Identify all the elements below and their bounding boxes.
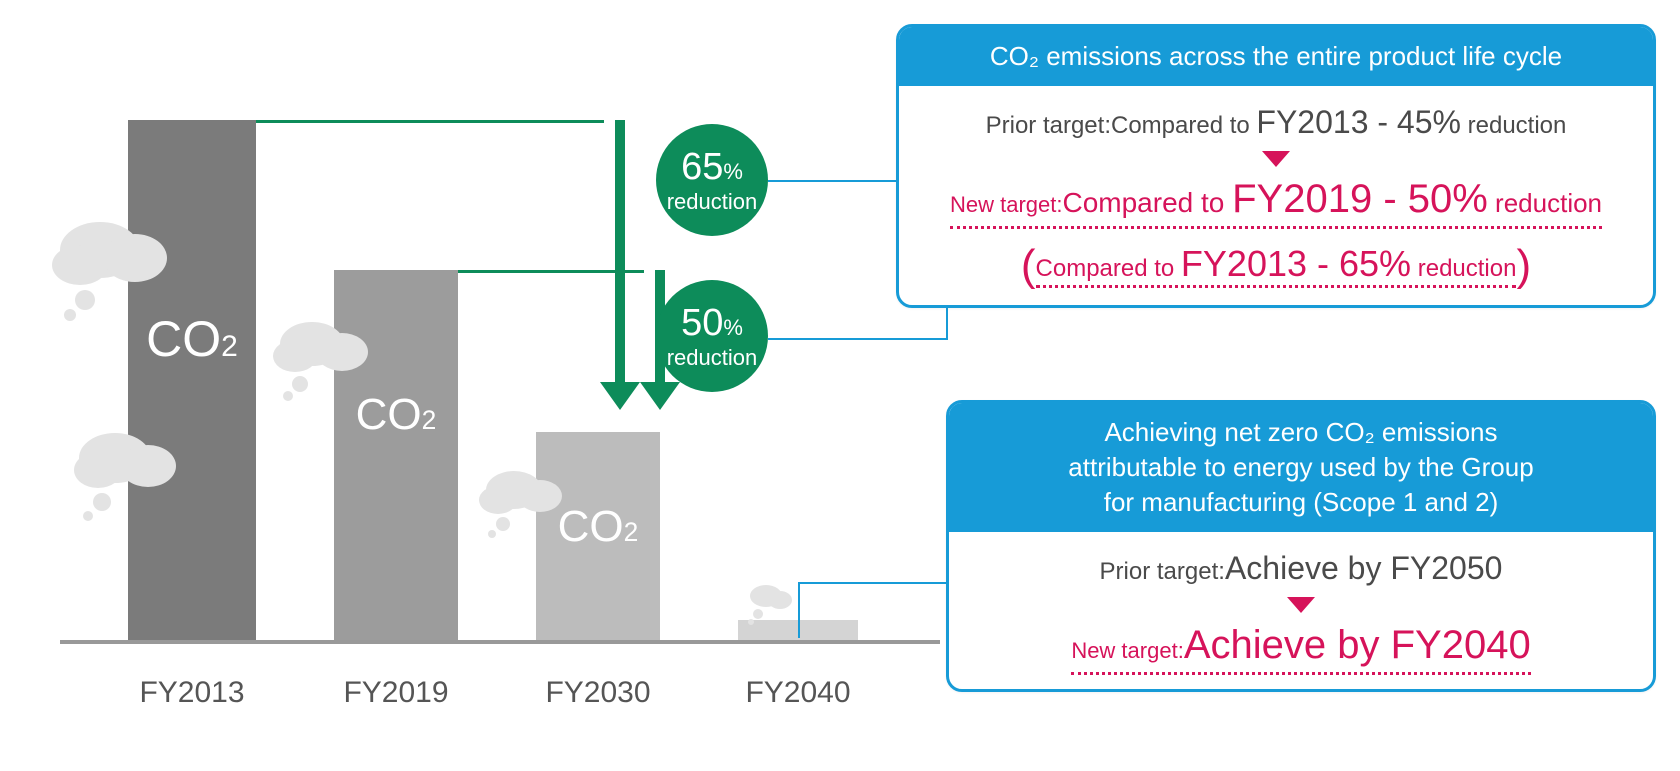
reduction-arrow-65 — [600, 120, 640, 410]
connector-line — [768, 180, 898, 182]
bar-fy2013: CO2 FY2013 — [128, 120, 256, 640]
new-target-line: New target:Achieve by FY2040 — [1071, 623, 1530, 675]
net-zero-card: Achieving net zero CO₂ emissions attribu… — [946, 400, 1656, 692]
text: Compared to — [1036, 255, 1181, 282]
prior-target-value: FY2013 - 45% — [1256, 104, 1461, 140]
cloud-icon — [260, 310, 390, 410]
badge-word: reduction — [667, 189, 758, 215]
co2-sub: 2 — [221, 330, 238, 363]
badge-word: reduction — [667, 345, 758, 371]
paren: ( — [1021, 241, 1036, 290]
comparison-value: FY2013 - 65% — [1181, 243, 1411, 284]
arrow-top-bar — [256, 120, 604, 123]
header-line: attributable to energy used by the Group — [1068, 452, 1533, 482]
paren: ) — [1516, 241, 1531, 290]
text: Prior target:Compared to — [986, 112, 1257, 139]
cloud-icon — [60, 420, 200, 530]
new-target-value: FY2019 - 50% — [1232, 177, 1488, 221]
card-header: Achieving net zero CO₂ emissions attribu… — [949, 403, 1653, 532]
text: New target: — [950, 192, 1063, 217]
arrow-head-icon — [640, 382, 680, 410]
bar-label: FY2040 — [738, 676, 858, 710]
triangle-down-icon — [1287, 597, 1315, 613]
prior-target-value: Achieve by FY2050 — [1225, 550, 1503, 586]
cloud-icon — [468, 460, 578, 550]
cloud-icon — [738, 580, 798, 630]
text: reduction — [1461, 112, 1566, 139]
reduction-badge-65: 65% reduction — [656, 124, 768, 236]
arrow-head-icon — [600, 382, 640, 410]
header-line: Achieving net zero CO₂ emissions — [1104, 417, 1497, 447]
new-target-value: Achieve by FY2040 — [1184, 623, 1531, 667]
new-target-line: New target:Compared to FY2019 - 50% redu… — [950, 177, 1602, 229]
card-body: Prior target:Achieve by FY2050 New targe… — [949, 532, 1653, 689]
arrow-shaft — [615, 120, 625, 382]
cloud-icon — [40, 210, 190, 330]
lifecycle-emissions-card: CO₂ emissions across the entire product … — [896, 24, 1656, 308]
card-body: Prior target:Compared to FY2013 - 45% re… — [899, 86, 1653, 305]
prior-target-line: Prior target:Compared to FY2013 - 45% re… — [921, 104, 1631, 141]
badge-number: 50 — [681, 302, 723, 345]
triangle-down-icon — [1262, 151, 1290, 167]
text: reduction — [1488, 188, 1602, 218]
co2-sub: 2 — [422, 405, 437, 435]
badge-pct-sign: % — [723, 159, 743, 185]
x-axis — [60, 640, 940, 644]
emissions-bar-chart: CO2 FY2013 CO2 FY2019 CO2 FY2030 FY2040 — [70, 120, 940, 640]
text: reduction — [1411, 255, 1516, 282]
header-line: for manufacturing (Scope 1 and 2) — [1104, 487, 1499, 517]
card-header: CO₂ emissions across the entire product … — [899, 27, 1653, 86]
text: New target: — [1071, 638, 1184, 663]
connector-line — [798, 582, 800, 638]
connector-line — [768, 338, 948, 340]
badge-pct-sign: % — [723, 315, 743, 341]
co2-sub: 2 — [624, 517, 639, 547]
bar-label: FY2019 — [334, 676, 458, 710]
reduction-badge-50: 50% reduction — [656, 280, 768, 392]
comparison-line: (Compared to FY2013 - 65% reduction) — [921, 241, 1631, 291]
text: Compared to — [1062, 187, 1232, 218]
connector-line — [798, 582, 948, 584]
arrow-top-bar — [458, 270, 644, 273]
bar-label: FY2030 — [536, 676, 660, 710]
prior-target-line: Prior target:Achieve by FY2050 — [971, 550, 1631, 587]
text: Prior target: — [1100, 558, 1225, 585]
badge-number: 65 — [681, 146, 723, 189]
bar-label: FY2013 — [128, 676, 256, 710]
